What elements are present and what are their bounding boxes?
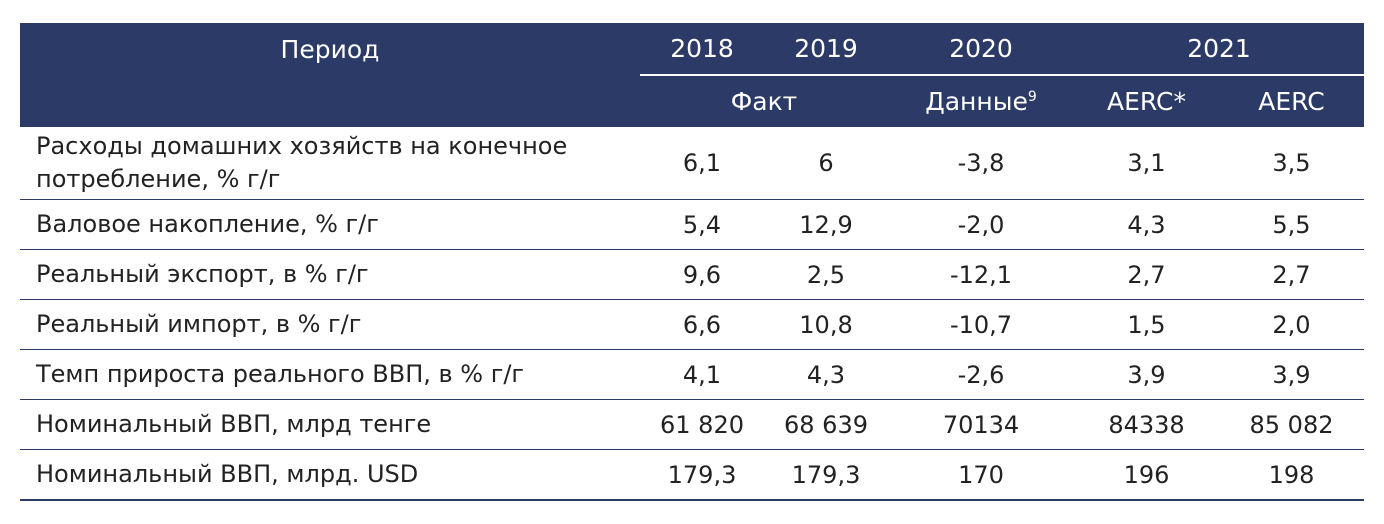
table-row: Валовое накопление, % г/г 5,4 12,9 -2,0 … <box>20 199 1364 250</box>
table-row: Темп прироста реального ВВП, в % г/г 4,1… <box>20 349 1364 400</box>
table-row: Расходы домашних хозяйств на конечное по… <box>20 127 1364 200</box>
cell-2018: 4,1 <box>640 349 764 400</box>
cell-2021-aerc: 3,9 <box>1219 349 1364 400</box>
source-header-fact: Факт <box>640 75 888 127</box>
cell-2018: 6,6 <box>640 299 764 350</box>
source-header-data: Данные9 <box>888 75 1074 127</box>
cell-2019: 2,5 <box>764 249 888 300</box>
cell-2019: 6 <box>764 127 888 200</box>
cell-2021-aerc: 2,0 <box>1219 299 1364 350</box>
year-header-2021: 2021 <box>1074 23 1364 76</box>
cell-2020: -12,1 <box>888 249 1074 300</box>
source-header-aerc-star: AERC* <box>1074 75 1219 127</box>
row-label: Расходы домашних хозяйств на конечное по… <box>20 127 640 200</box>
table-row: Реальный экспорт, в % г/г 9,6 2,5 -12,1 … <box>20 249 1364 300</box>
row-label: Реальный импорт, в % г/г <box>20 299 640 350</box>
cell-2021-aerc: 198 <box>1219 449 1364 501</box>
year-header-2019: 2019 <box>764 23 888 76</box>
cell-2021-aerc-star: 4,3 <box>1074 199 1219 250</box>
cell-2019: 68 639 <box>764 399 888 450</box>
year-header-2018: 2018 <box>640 23 764 76</box>
row-label: Темп прироста реального ВВП, в % г/г <box>20 349 640 400</box>
cell-2020: 70134 <box>888 399 1074 450</box>
cell-2018: 61 820 <box>640 399 764 450</box>
cell-2021-aerc-star: 3,1 <box>1074 127 1219 200</box>
source-header-aerc: AERC <box>1219 75 1364 127</box>
cell-2021-aerc-star: 1,5 <box>1074 299 1219 350</box>
cell-2021-aerc: 2,7 <box>1219 249 1364 300</box>
cell-2021-aerc: 5,5 <box>1219 199 1364 250</box>
table-row: Номинальный ВВП, млрд. USD 179,3 179,3 1… <box>20 449 1364 501</box>
row-label: Номинальный ВВП, млрд тенге <box>20 399 640 450</box>
cell-2020: 170 <box>888 449 1074 501</box>
cell-2020: -2,6 <box>888 349 1074 400</box>
cell-2020: -10,7 <box>888 299 1074 350</box>
cell-2021-aerc: 85 082 <box>1219 399 1364 450</box>
table-row: Номинальный ВВП, млрд тенге 61 820 68 63… <box>20 399 1364 450</box>
cell-2021-aerc-star: 196 <box>1074 449 1219 501</box>
cell-2018: 5,4 <box>640 199 764 250</box>
cell-2021-aerc-star: 84338 <box>1074 399 1219 450</box>
period-header: Период <box>20 23 640 75</box>
cell-2020: -2,0 <box>888 199 1074 250</box>
header-blank-cell <box>20 75 640 127</box>
cell-2019: 10,8 <box>764 299 888 350</box>
table-header: Период 2018 2019 2020 2021 Факт Данные9 … <box>20 23 1364 127</box>
cell-2021-aerc: 3,5 <box>1219 127 1364 200</box>
cell-2021-aerc-star: 3,9 <box>1074 349 1219 400</box>
table-body: Расходы домашних хозяйств на конечное по… <box>20 127 1364 501</box>
cell-2019: 12,9 <box>764 199 888 250</box>
source-header-data-text: Данные <box>925 87 1028 116</box>
cell-2018: 6,1 <box>640 127 764 200</box>
year-header-2020: 2020 <box>888 23 1074 76</box>
footnote-marker: 9 <box>1027 89 1037 105</box>
header-row-sources: Факт Данные9 AERC* AERC <box>20 75 1364 127</box>
cell-2021-aerc-star: 2,7 <box>1074 249 1219 300</box>
row-label: Валовое накопление, % г/г <box>20 199 640 250</box>
cell-2019: 179,3 <box>764 449 888 501</box>
cell-2018: 9,6 <box>640 249 764 300</box>
header-row-years: Период 2018 2019 2020 2021 <box>20 23 1364 76</box>
macro-forecast-table: Период 2018 2019 2020 2021 Факт Данные9 … <box>20 23 1364 501</box>
table-row: Реальный импорт, в % г/г 6,6 10,8 -10,7 … <box>20 299 1364 350</box>
row-label: Реальный экспорт, в % г/г <box>20 249 640 300</box>
cell-2019: 4,3 <box>764 349 888 400</box>
macro-forecast-table-container: Период 2018 2019 2020 2021 Факт Данные9 … <box>20 23 1364 501</box>
cell-2018: 179,3 <box>640 449 764 501</box>
row-label: Номинальный ВВП, млрд. USD <box>20 449 640 501</box>
cell-2020: -3,8 <box>888 127 1074 200</box>
